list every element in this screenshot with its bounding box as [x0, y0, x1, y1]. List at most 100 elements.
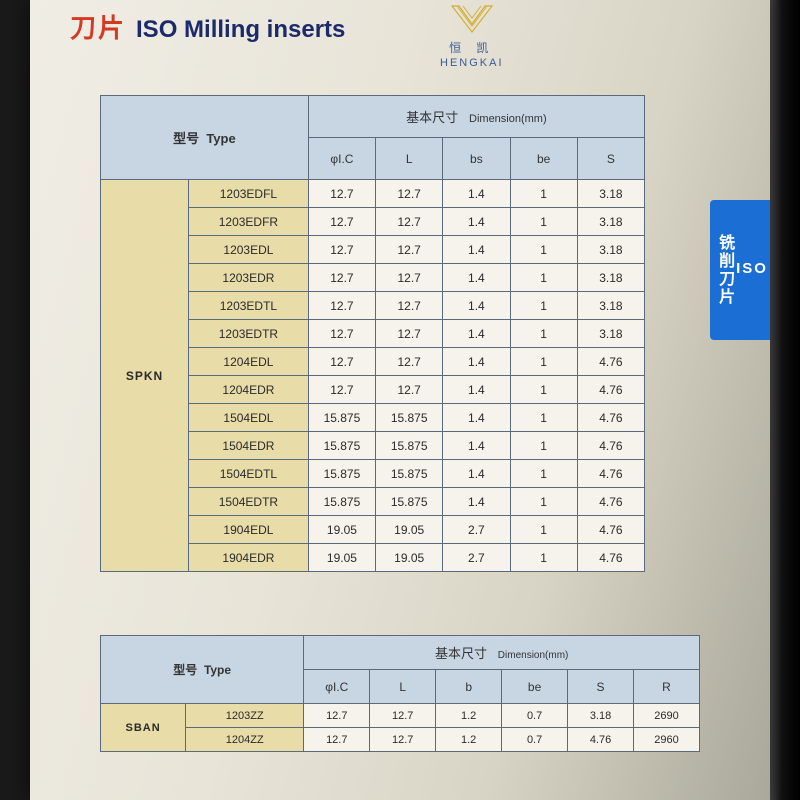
value-cell: 12.7: [308, 264, 375, 292]
column-header: be: [502, 670, 568, 704]
value-cell: 12.7: [308, 180, 375, 208]
dimension-header: 基本尺寸 Dimension(mm): [308, 96, 644, 138]
value-cell: 3.18: [568, 704, 634, 728]
value-cell: 0.7: [502, 704, 568, 728]
spec-table-spkn: 型号 Type 基本尺寸 Dimension(mm) φI.CLbsbeS SP…: [100, 95, 645, 572]
value-cell: 1: [510, 516, 577, 544]
value-cell: 3.18: [577, 236, 644, 264]
value-cell: 4.76: [577, 348, 644, 376]
value-cell: 0.7: [502, 728, 568, 752]
column-header: be: [510, 138, 577, 180]
value-cell: 12.7: [304, 704, 370, 728]
column-header: φI.C: [308, 138, 375, 180]
value-cell: 15.875: [308, 460, 375, 488]
value-cell: 1.4: [443, 264, 510, 292]
value-cell: 15.875: [308, 404, 375, 432]
column-header: φI.C: [304, 670, 370, 704]
title-cn: 刀片: [70, 8, 126, 45]
value-cell: 4.76: [577, 404, 644, 432]
value-cell: 15.875: [376, 432, 443, 460]
value-cell: 12.7: [370, 728, 436, 752]
value-cell: 4.76: [577, 488, 644, 516]
model-code: 1904EDL: [189, 516, 309, 544]
brand-cn: 恒 凯: [440, 39, 504, 56]
table-row: SPKN1203EDFL12.712.71.413.18: [101, 180, 645, 208]
model-code: 1204EDR: [189, 376, 309, 404]
value-cell: 1.4: [443, 432, 510, 460]
value-cell: 1.4: [443, 488, 510, 516]
value-cell: 12.7: [376, 292, 443, 320]
model-code: 1504EDR: [189, 432, 309, 460]
value-cell: 1.4: [443, 376, 510, 404]
value-cell: 3.18: [577, 180, 644, 208]
value-cell: 1.4: [443, 460, 510, 488]
value-cell: 1.4: [443, 236, 510, 264]
value-cell: 12.7: [376, 376, 443, 404]
page-header: 刀片 ISO Milling inserts: [70, 8, 345, 45]
type-header-cn: 型号: [173, 131, 199, 146]
value-cell: 1: [510, 376, 577, 404]
model-code: 1504EDL: [189, 404, 309, 432]
value-cell: 4.76: [577, 544, 644, 572]
value-cell: 15.875: [376, 488, 443, 516]
value-cell: 1.4: [443, 348, 510, 376]
column-header: S: [568, 670, 634, 704]
value-cell: 12.7: [370, 704, 436, 728]
category-cell: SBAN: [101, 704, 186, 752]
value-cell: 12.7: [304, 728, 370, 752]
value-cell: 3.18: [577, 208, 644, 236]
value-cell: 12.7: [376, 180, 443, 208]
model-code: 1504EDTR: [189, 488, 309, 516]
value-cell: 12.7: [376, 320, 443, 348]
table-row: SBAN1203ZZ12.712.71.20.73.182690: [101, 704, 700, 728]
value-cell: 2960: [634, 728, 700, 752]
table-row: 1204ZZ12.712.71.20.74.762960: [101, 728, 700, 752]
dim-header-en: Dimension(mm): [498, 650, 569, 661]
side-tab-cn: 铣削刀片: [712, 234, 736, 306]
type-header-en: Type: [206, 131, 235, 146]
value-cell: 12.7: [308, 376, 375, 404]
value-cell: 1.4: [443, 404, 510, 432]
value-cell: 1: [510, 488, 577, 516]
value-cell: 1.4: [443, 180, 510, 208]
dim-header-cn: 基本尺寸: [406, 110, 458, 125]
spec-table-sban: 型号 Type 基本尺寸 Dimension(mm) φI.CLbbeSR SB…: [100, 635, 700, 752]
value-cell: 12.7: [376, 264, 443, 292]
value-cell: 19.05: [376, 516, 443, 544]
brand-logo-icon: [447, 2, 497, 36]
value-cell: 1.2: [436, 704, 502, 728]
value-cell: 4.76: [577, 516, 644, 544]
value-cell: 3.18: [577, 292, 644, 320]
value-cell: 2.7: [443, 544, 510, 572]
value-cell: 19.05: [376, 544, 443, 572]
value-cell: 12.7: [308, 348, 375, 376]
value-cell: 3.18: [577, 320, 644, 348]
value-cell: 15.875: [376, 460, 443, 488]
model-code: 1204ZZ: [186, 728, 304, 752]
model-code: 1203EDTL: [189, 292, 309, 320]
value-cell: 12.7: [376, 236, 443, 264]
column-header: L: [370, 670, 436, 704]
side-tab: ISO 铣削刀片: [710, 200, 770, 340]
model-code: 1203EDFL: [189, 180, 309, 208]
value-cell: 1: [510, 460, 577, 488]
value-cell: 2690: [634, 704, 700, 728]
value-cell: 12.7: [308, 292, 375, 320]
value-cell: 1: [510, 236, 577, 264]
type-header-cn: 型号: [173, 663, 197, 677]
value-cell: 4.76: [577, 432, 644, 460]
value-cell: 4.76: [577, 376, 644, 404]
value-cell: 19.05: [308, 544, 375, 572]
value-cell: 1.4: [443, 292, 510, 320]
brand-en: HENGKAI: [440, 57, 504, 69]
model-code: 1204EDL: [189, 348, 309, 376]
value-cell: 15.875: [308, 488, 375, 516]
model-code: 1203ZZ: [186, 704, 304, 728]
brand-block: 恒 凯 HENGKAI: [440, 2, 504, 69]
value-cell: 1: [510, 404, 577, 432]
title-en: ISO Milling inserts: [136, 16, 345, 44]
value-cell: 1: [510, 544, 577, 572]
column-header: S: [577, 138, 644, 180]
type-header: 型号 Type: [101, 636, 304, 704]
value-cell: 1: [510, 292, 577, 320]
